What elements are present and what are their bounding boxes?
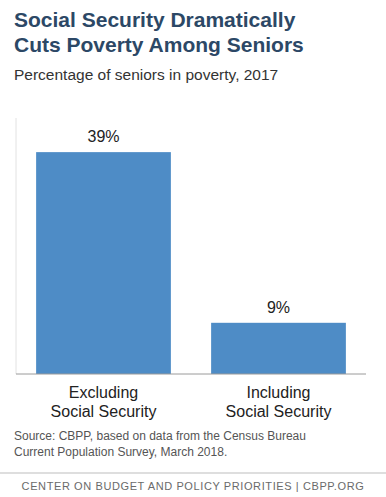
text-line: Cuts Poverty Among Seniors — [14, 33, 304, 56]
text-line: Current Population Survey, March 2018. — [14, 445, 227, 459]
page: {"chart_data": {"type": "bar", "title": … — [0, 0, 386, 497]
bar — [36, 152, 171, 374]
bar — [211, 323, 346, 374]
baseline — [16, 374, 366, 375]
data-label: 9% — [267, 299, 290, 316]
subtitle: Percentage of seniors in poverty, 2017 — [14, 66, 278, 83]
bars — [36, 152, 346, 374]
chart: Social Security DramaticallyCuts Poverty… — [0, 0, 386, 497]
text-line: Excluding — [69, 384, 138, 401]
x-tick-label: Excluding Social Security — [51, 384, 157, 420]
source: Source: CBPP, based on data from the Cen… — [14, 429, 306, 459]
text-line: Source: CBPP, based on data from the Cen… — [14, 429, 306, 443]
title: Social Security DramaticallyCuts Poverty… — [14, 8, 304, 56]
credit: CENTER ON BUDGET AND POLICY PRIORITIES |… — [22, 480, 365, 492]
footer-rule — [0, 473, 386, 474]
data-label: 39% — [87, 128, 119, 145]
text-line: Social Security — [51, 403, 157, 420]
text-line: Social Security Dramatically — [14, 8, 296, 31]
text-line: Including — [246, 384, 310, 401]
y-axis-line — [16, 118, 17, 374]
x-tick-label: Including Social Security — [226, 384, 332, 420]
background — [0, 0, 386, 497]
text-line: Social Security — [226, 403, 332, 420]
